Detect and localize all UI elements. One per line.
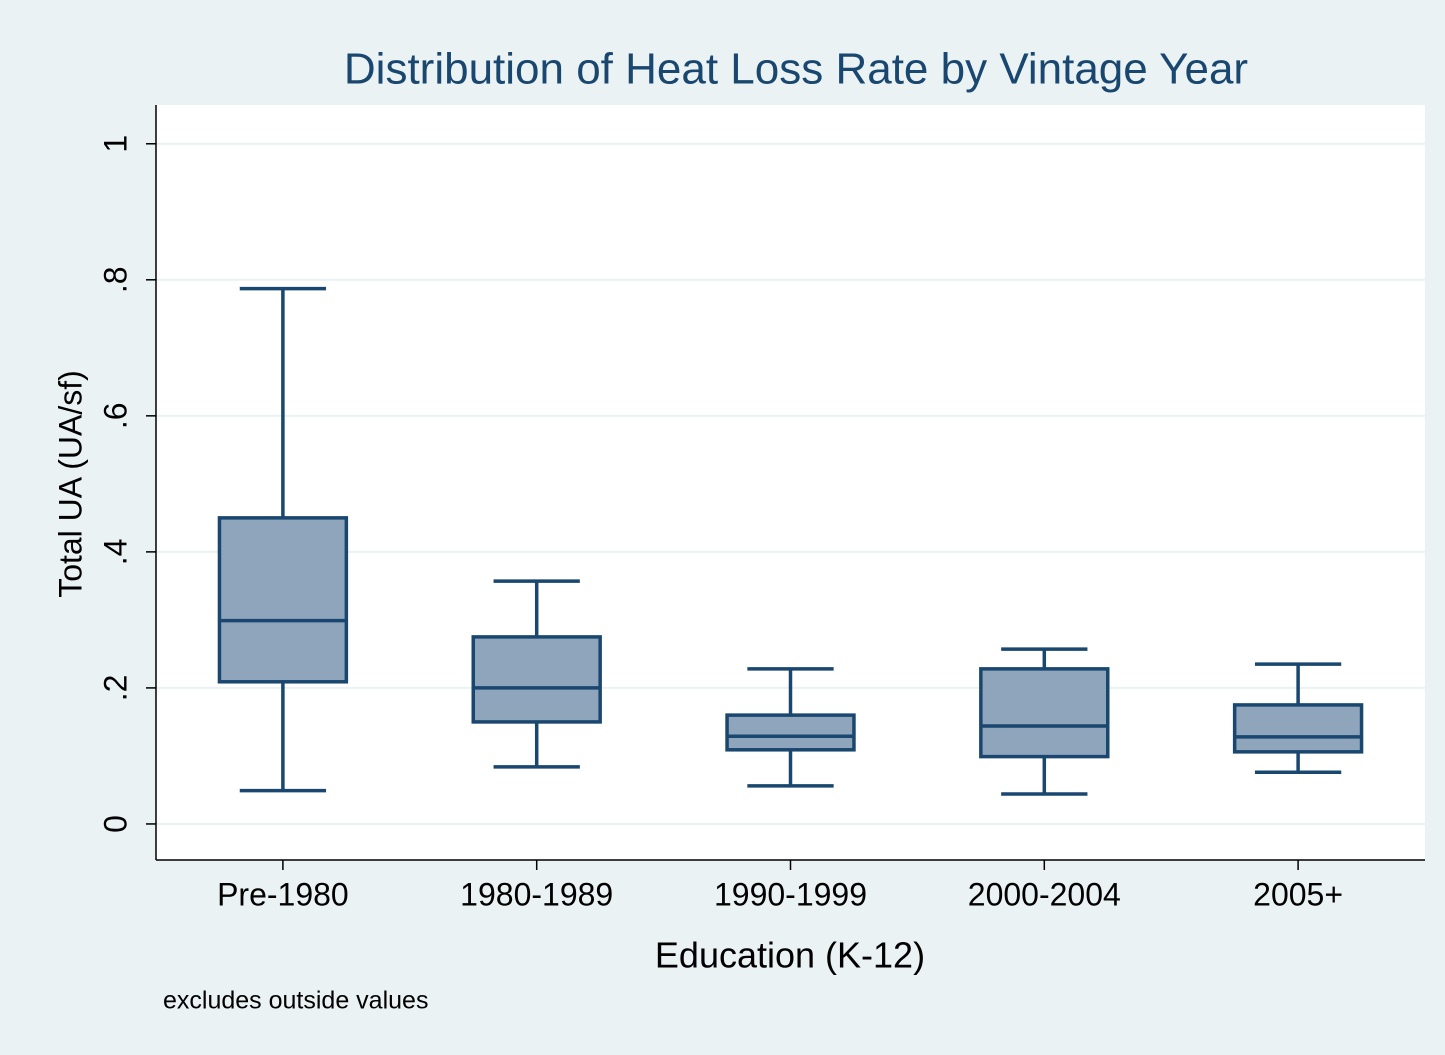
y-tick-label: .8: [97, 266, 133, 293]
x-tick-label: 1990-1999: [714, 876, 867, 912]
box: [725, 713, 856, 752]
y-tick-label: .2: [97, 675, 133, 702]
y-tick-label: 0: [97, 815, 133, 833]
box: [217, 516, 349, 684]
y-tick-label: .4: [97, 539, 133, 566]
box: [979, 667, 1110, 759]
x-axis-label: Education (K-12): [655, 935, 925, 976]
x-tick-label: 1980-1989: [460, 876, 613, 912]
box: [1232, 703, 1364, 754]
y-tick-label: .6: [97, 402, 133, 429]
x-tick-label: 2000-2004: [968, 876, 1121, 912]
note: excludes outside values: [163, 987, 428, 1015]
x-tick-label: Pre-1980: [217, 876, 349, 912]
y-tick-label: 1: [97, 135, 133, 153]
y-axis-label: Total UA (UA/sf): [52, 370, 88, 598]
box: [471, 635, 602, 724]
x-tick-label: 2005+: [1253, 876, 1343, 912]
chart-title: Distribution of Heat Loss Rate by Vintag…: [344, 45, 1248, 94]
